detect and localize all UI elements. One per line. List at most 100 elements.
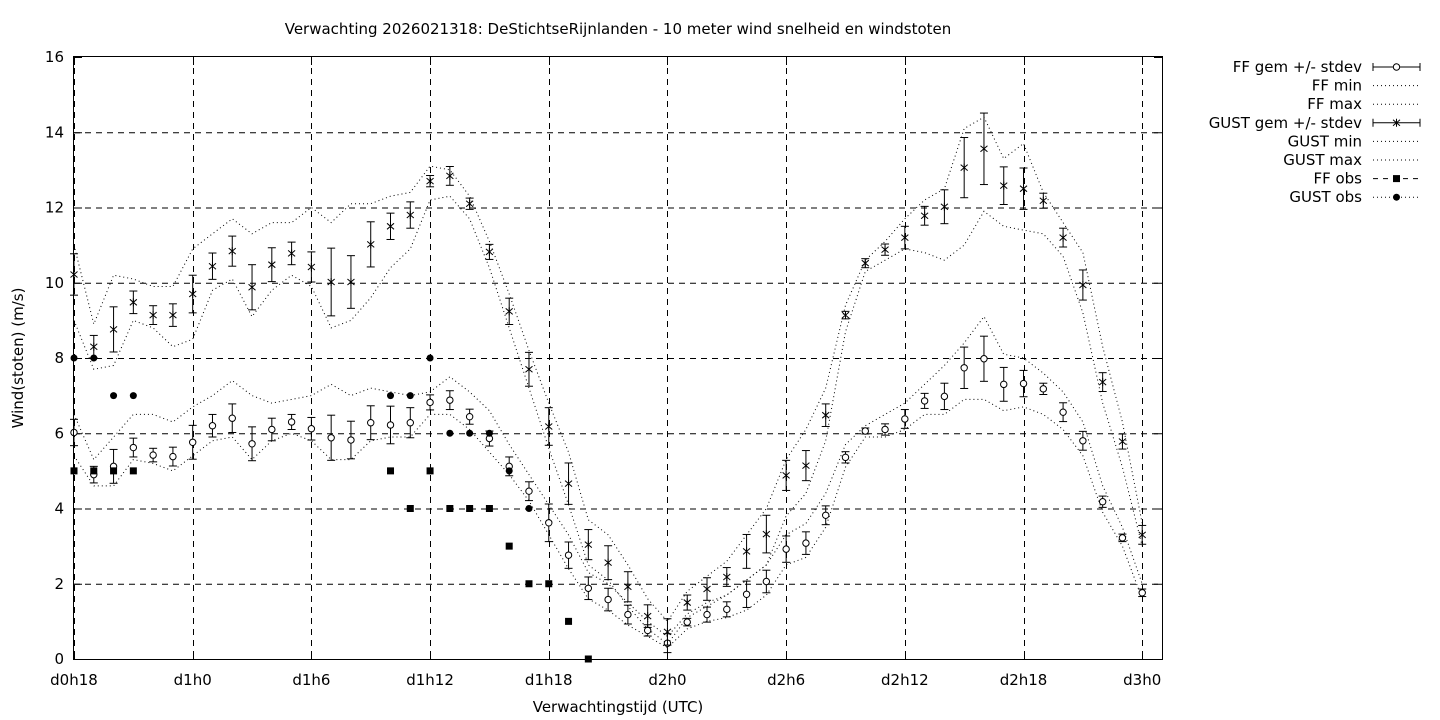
gust-mean-point: [287, 249, 296, 258]
ff-mean-point: [841, 453, 850, 462]
ff-mean-point: [1098, 498, 1107, 506]
grid-lines: [74, 57, 1162, 659]
ff-mean-point: [782, 545, 790, 553]
legend-label: FF obs: [1313, 170, 1362, 188]
ff-obs-point: [406, 505, 414, 512]
gust-obs-point: [446, 429, 454, 437]
ff-mean-point: [564, 551, 573, 559]
gust-mean-point: [604, 558, 612, 567]
gust-obs-point: [110, 392, 118, 400]
ff-mean-point: [1079, 437, 1087, 445]
gust-mean-point: [109, 325, 118, 334]
legend-swatch: [1373, 175, 1420, 183]
gust-mean-point: [426, 177, 434, 186]
gust-mean-point: [307, 262, 316, 271]
gust-mean-series: [70, 112, 1147, 646]
y-tick-label: 4: [54, 500, 64, 518]
gust-mean-point: [544, 422, 553, 431]
ff-mean-point: [1138, 589, 1146, 597]
ff-mean-point: [940, 392, 949, 401]
ff-mean-point: [347, 436, 355, 444]
ff-mean-point: [367, 419, 375, 427]
legend-swatch: [1372, 63, 1421, 71]
ff-mean-point: [723, 605, 731, 614]
ff-mean-point: [307, 425, 316, 433]
plot-frame: [73, 56, 1163, 660]
gust-mean-point: [149, 311, 157, 320]
gust-mean-point: [505, 307, 514, 316]
x-tick-label: d1h6: [292, 671, 330, 689]
ff-mean-point: [129, 443, 138, 452]
ff-mean-point: [643, 626, 652, 635]
gust-mean-point: [386, 222, 395, 231]
legend-label: FF gem +/- stdev: [1233, 58, 1362, 76]
y-tick-label: 2: [54, 575, 64, 593]
gust-mean-point: [129, 298, 138, 307]
gust-mean-point: [881, 245, 889, 254]
y-tick-label: 14: [45, 123, 64, 141]
gust-mean-point: [624, 582, 632, 591]
gust-mean-point: [762, 530, 771, 539]
gust-mean-point: [1039, 196, 1048, 205]
gust-mean-point: [564, 479, 573, 488]
gust-mean-point: [169, 311, 177, 320]
gust-mean-point: [584, 540, 593, 549]
ff-mean-point: [406, 419, 414, 427]
legend-item-ff-obs: FF obs: [1313, 170, 1420, 188]
ff-mean-point: [208, 422, 217, 430]
ff-mean-point: [169, 452, 177, 461]
ff-mean-point: [1000, 380, 1008, 389]
y-tick-label: 0: [54, 650, 64, 668]
gust-obs-point: [505, 467, 513, 475]
ff-mean-point: [1039, 385, 1048, 393]
gust-mean-point: [861, 259, 870, 268]
legend-item-ff-min: FF min: [1312, 77, 1420, 95]
ff-obs-point: [90, 467, 98, 475]
ff-mean-point: [584, 584, 593, 592]
ff-obs-point: [485, 505, 493, 512]
legend-item-ff-gem-stdev: FF gem +/- stdev: [1233, 58, 1421, 76]
gust-mean-point: [643, 612, 652, 621]
ff-mean-point: [248, 440, 256, 448]
ff-mean-point: [525, 487, 533, 495]
x-tick-label: d2h18: [1000, 671, 1048, 689]
x-tick-label: d1h18: [525, 671, 573, 689]
gust-mean-point: [960, 163, 969, 172]
ff-mean-point: [742, 590, 751, 598]
x-tick-label: d1h0: [174, 671, 212, 689]
gust-mean-point: [446, 171, 454, 180]
legend-item-gust-gem-stdev: GUST gem +/- stdev: [1209, 114, 1421, 132]
gust-mean-point: [1098, 378, 1107, 387]
gust-mean-point: [920, 211, 929, 220]
gust-mean-point: [683, 598, 692, 607]
y-tick-label: 8: [54, 349, 64, 367]
gust-mean-point: [742, 547, 751, 556]
gust-mean-point: [208, 262, 217, 271]
ff-mean-point: [149, 451, 157, 459]
x-tick-label: d2h6: [767, 671, 805, 689]
ff-obs-point: [387, 467, 395, 475]
y-tick-label: 10: [45, 274, 64, 292]
gust-mean-point: [366, 240, 375, 249]
y-tick-label: 6: [54, 424, 64, 442]
legend-item-gust-min: GUST min: [1288, 132, 1420, 150]
gust-mean-point: [1138, 530, 1147, 539]
gust-mean-point: [406, 211, 415, 220]
gust-mean-point: [228, 247, 237, 256]
chart-title: Verwachting 2026021318: DeStichtseRijnla…: [285, 20, 952, 38]
gust-obs-point: [90, 354, 98, 362]
legend-item-ff-max: FF max: [1307, 95, 1420, 113]
x-tick-label: d3h0: [1123, 671, 1161, 689]
ff-mean-point: [703, 610, 711, 619]
ff-mean-point: [327, 434, 335, 442]
x-tick-label: d2h12: [881, 671, 929, 689]
gust-mean-point: [782, 471, 790, 480]
x-tick-label: d1h12: [406, 671, 454, 689]
ff-mean-point: [980, 355, 988, 363]
ff-obs-point: [525, 580, 533, 588]
gust-max-line: [73, 116, 1143, 623]
legend-swatch: [1372, 118, 1421, 127]
gust-obs-point: [466, 429, 474, 437]
gust-mean-point: [485, 247, 494, 256]
